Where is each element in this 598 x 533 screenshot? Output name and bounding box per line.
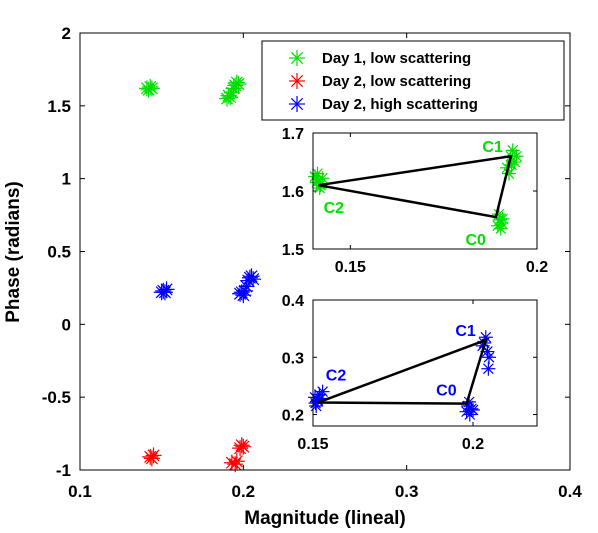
data-point: [235, 438, 252, 455]
inset-data-point: [495, 211, 510, 226]
inset2-triangle: C0 C1 C2: [317, 323, 488, 405]
y-tick-label: -1: [56, 461, 71, 480]
y-tick-label: -0.5: [42, 388, 71, 407]
legend-marker: [289, 73, 305, 89]
data-point: [158, 281, 175, 298]
inset1-triangle: C0 C1 C2: [318, 139, 513, 249]
vertex-label-c1: C1: [455, 323, 476, 340]
legend-box: [261, 40, 565, 121]
inset-x-tick-label: 0.2: [526, 259, 548, 276]
inset1-axis-ticks: 0.15 0.2 1.5 1.6 1.7: [282, 126, 548, 276]
main-plot-frame: [79, 32, 571, 471]
inset-x-tick-label: 0.2: [462, 436, 484, 453]
data-point: [245, 271, 262, 288]
legend-label: Day 2, high scattering: [322, 96, 478, 113]
inset-data-point: [481, 361, 496, 376]
x-axis-title: Magnitude (lineal): [244, 508, 406, 529]
vertex-label-c2: C2: [324, 200, 345, 217]
inset-data-point: [505, 143, 520, 158]
main-data-points: [138, 74, 262, 473]
legend-label: Day 2, low scattering: [322, 73, 471, 90]
inset-data-point: [493, 221, 508, 236]
inset-data-point: [466, 402, 480, 417]
x-tick-label: 0.2: [232, 482, 256, 501]
inset2-data-points: [308, 330, 496, 422]
legend-label: Day 1, low scattering: [322, 50, 471, 67]
inset-y-tick-label: 0.2: [282, 408, 304, 425]
vertex-label-c1: C1: [482, 139, 503, 156]
inset-x-tick-label: 0.15: [297, 436, 328, 453]
inset-y-tick-label: 1.7: [282, 126, 304, 143]
inset-plot-day2-high: 0.15 0.2 0.2 0.3 0.4 C0 C1 C2: [282, 293, 538, 453]
vertex-label-c0: C0: [436, 383, 457, 400]
inset-plot-day1: 0.15 0.2 1.5 1.6 1.7 C0 C1 C2: [282, 126, 548, 276]
inset1-frame: [312, 132, 538, 250]
data-point: [140, 81, 157, 98]
inset-x-tick-label: 0.15: [335, 259, 366, 276]
data-point: [227, 77, 244, 94]
y-tick-label: 0: [62, 315, 71, 334]
x-tick-label: 0.3: [395, 482, 419, 501]
legend-marker: [289, 96, 305, 112]
inset-y-tick-label: 0.3: [282, 350, 304, 367]
inset2-frame: [312, 299, 538, 427]
data-point: [143, 80, 160, 97]
x-tick-label: 0.4: [558, 482, 582, 501]
vertex-label-c0: C0: [465, 232, 486, 249]
data-point: [243, 268, 260, 285]
main-plot-area: 0.1 0.2 0.3 0.4 -1 -0.5 0 0.5 1 1.5 2 Magnitude (l…: [3, 24, 582, 529]
data-point: [230, 75, 247, 92]
inset2-axis-ticks: 0.15 0.2 0.2 0.3 0.4: [282, 293, 537, 453]
inset-y-tick-label: 0.4: [282, 293, 304, 310]
inset-triangle-outline: [318, 154, 513, 219]
y-tick-label: 1: [62, 170, 71, 189]
inset-triangle-outline: [317, 338, 488, 405]
y-tick-label: 2: [62, 24, 71, 43]
y-axis-title: Phase (radians): [3, 181, 24, 323]
legend: Day 1, low scattering Day 2, low scatteri…: [261, 40, 565, 121]
main-axis-ticks: 0.1 0.2 0.3 0.4 -1 -0.5 0 0.5 1 1.5 2: [42, 24, 583, 501]
data-point: [145, 447, 162, 464]
data-point: [143, 450, 160, 467]
inset-y-tick-label: 1.6: [282, 184, 304, 201]
legend-marker: [289, 50, 305, 66]
data-point: [228, 453, 245, 470]
inset-data-point: [482, 350, 496, 365]
vertex-label-c2: C2: [326, 368, 347, 385]
data-point: [232, 440, 249, 457]
data-point: [153, 284, 170, 301]
inset-y-tick-label: 1.5: [282, 242, 304, 259]
y-tick-label: 1.5: [47, 97, 71, 116]
y-tick-label: 0.5: [47, 243, 71, 262]
x-tick-label: 0.1: [68, 482, 92, 501]
inset-data-point: [315, 384, 330, 399]
